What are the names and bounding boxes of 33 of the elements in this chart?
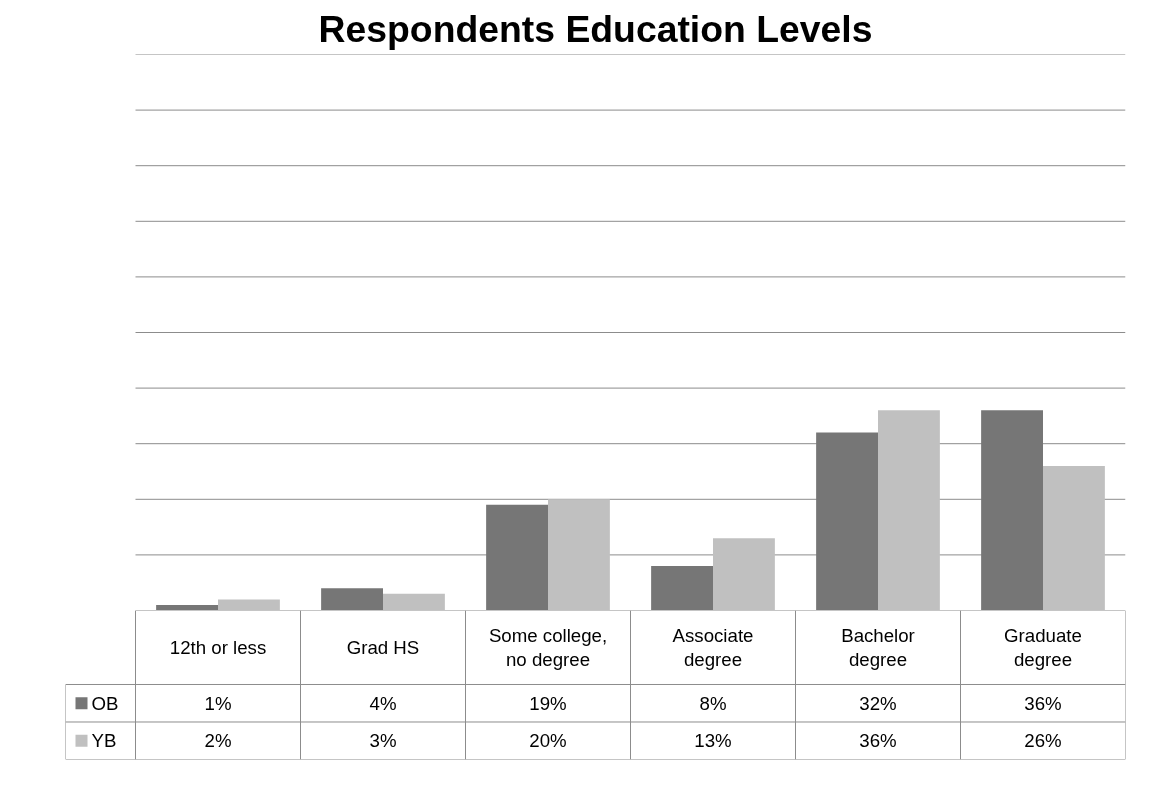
bar: [1043, 465, 1105, 610]
data-label: 13%: [694, 730, 732, 752]
bar: [321, 588, 383, 610]
x-tick-label: Some college, no degree: [488, 624, 608, 671]
data-label: 1%: [204, 692, 232, 714]
x-tick-label: Bachelor degree: [841, 624, 915, 671]
data-label: 36%: [1024, 692, 1062, 714]
data-label: 26%: [1024, 730, 1062, 752]
bar: [981, 410, 1043, 610]
x-tick-label: Graduate degree: [1004, 624, 1082, 671]
bar: [713, 538, 775, 610]
data-label: 19%: [529, 692, 567, 714]
bar: [878, 410, 940, 610]
data-label: 4%: [369, 692, 397, 714]
legend-label: YB: [91, 730, 117, 752]
bar: [548, 499, 610, 610]
data-label: 8%: [699, 692, 727, 714]
x-tick-label: Grad HS: [346, 637, 420, 658]
data-label: 36%: [859, 730, 897, 752]
bar: [651, 566, 713, 610]
data-label: 2%: [204, 730, 232, 752]
bar: [486, 504, 548, 610]
x-tick-label: Associate degree: [672, 624, 754, 671]
bar: [816, 432, 878, 610]
data-label: 3%: [369, 730, 397, 752]
bar: [218, 599, 280, 610]
chart-title: Respondents Education Levels: [318, 7, 873, 50]
legend-label: OB: [91, 692, 119, 714]
x-tick-label: 12th or less: [169, 637, 267, 658]
data-label: 32%: [859, 692, 897, 714]
bar: [383, 593, 445, 610]
data-label: 20%: [529, 730, 567, 752]
bar: [156, 604, 218, 610]
